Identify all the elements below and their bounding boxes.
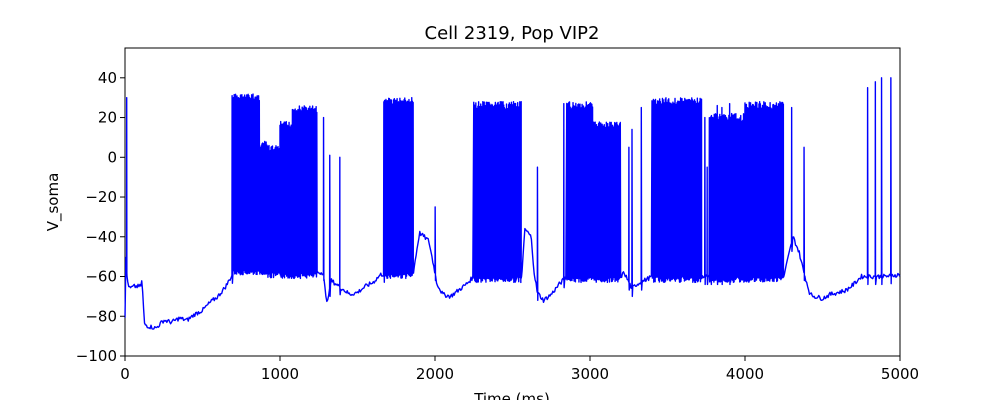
x-tick-label: 4000 [726,365,764,383]
x-tick-label: 2000 [416,365,454,383]
y-tick-label: −20 [85,188,117,206]
x-tick-label: 1000 [261,365,299,383]
plot-area [124,47,901,357]
x-axis-title: Time (ms) [473,390,550,400]
y-tick-label: −100 [76,347,117,365]
y-axis: −100 −80 −60 −40 −20 0 20 40 [76,69,125,365]
x-axis: 0 1000 2000 3000 4000 5000 [120,356,919,383]
x-tick-label: 0 [120,365,130,383]
y-axis-title: V_soma [44,173,63,232]
voltage-trace [124,77,901,330]
plot-frame [124,47,901,357]
y-tick-label: 40 [98,69,117,87]
chart-title: Cell 2319, Pop VIP2 [425,23,600,44]
y-tick-label: −60 [85,268,117,286]
y-tick-label: 0 [107,148,117,166]
x-tick-label: 5000 [881,365,919,383]
y-tick-label: −80 [85,307,117,325]
y-tick-label: 20 [98,109,117,127]
y-tick-label: −40 [85,228,117,246]
x-tick-label: 3000 [571,365,609,383]
